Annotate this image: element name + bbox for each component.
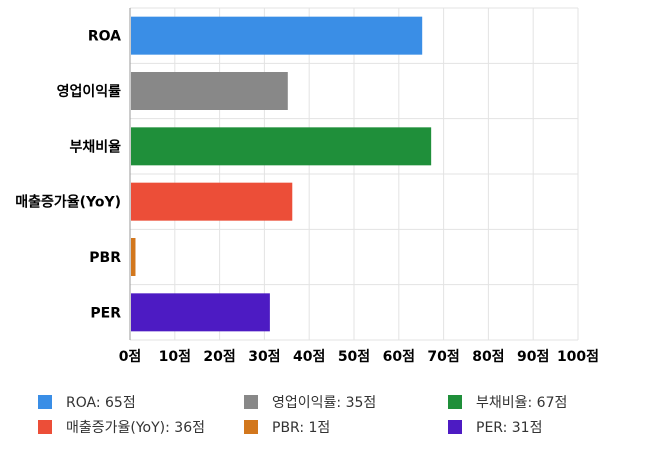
legend-swatch xyxy=(38,420,52,434)
x-tick-label: 10점 xyxy=(159,348,191,365)
legend-item-sales-growth: 매출증가율(YoY): 36점 xyxy=(38,417,205,437)
x-tick-label: 60점 xyxy=(383,348,415,365)
y-category-label: ROA xyxy=(88,29,121,45)
legend-item-pbr: PBR: 1점 xyxy=(244,417,330,437)
x-tick-label: 50점 xyxy=(338,348,370,365)
x-tick-label: 80점 xyxy=(472,348,504,365)
y-category-label: PER xyxy=(90,305,121,321)
legend-swatch xyxy=(244,420,258,434)
y-category-label: PBR xyxy=(89,250,121,266)
legend-swatch xyxy=(244,395,258,409)
y-category-label: 매출증가율(YoY) xyxy=(15,194,121,211)
bar xyxy=(131,16,423,55)
y-category-label: 부채비율 xyxy=(69,138,121,155)
x-tick-label: 30점 xyxy=(248,348,280,365)
legend-label: 부채비율: 67점 xyxy=(476,395,568,411)
bar xyxy=(131,72,288,110)
legend-swatch xyxy=(38,395,52,409)
legend-item-per: PER: 31점 xyxy=(448,417,542,437)
legend-item-roa: ROA: 65점 xyxy=(38,392,136,412)
x-tick-label: 100점 xyxy=(557,348,599,365)
bar-chart: 0점 10점 20점 30점 40점 50점 60점 70점 80점 90점 100점 ROA 영업이익… xyxy=(15,7,599,365)
y-category-label: 영업이익률 xyxy=(57,83,122,100)
legend-swatch xyxy=(448,420,462,434)
legend-label: PBR: 1점 xyxy=(272,420,331,436)
x-tick-label: 40점 xyxy=(293,348,325,365)
legend-item-debt-ratio: 부채비율: 67점 xyxy=(448,392,567,412)
x-tick-label: 90점 xyxy=(517,348,549,365)
x-tick-label: 20점 xyxy=(203,348,235,365)
x-tick-label: 0점 xyxy=(119,348,142,365)
legend-item-operating-margin: 영업이익률: 35점 xyxy=(244,392,376,412)
legend-label: 매출증가율(YoY): 36점 xyxy=(66,420,205,436)
bar xyxy=(131,182,293,221)
x-tick-label: 70점 xyxy=(427,348,459,365)
legend-label: 영업이익률: 35점 xyxy=(272,395,377,411)
legend-swatch xyxy=(448,395,462,409)
legend-label: PER: 31점 xyxy=(476,420,543,436)
bar xyxy=(131,238,136,276)
bar xyxy=(131,293,270,332)
legend-label: ROA: 65점 xyxy=(66,395,136,411)
bar xyxy=(131,127,432,166)
